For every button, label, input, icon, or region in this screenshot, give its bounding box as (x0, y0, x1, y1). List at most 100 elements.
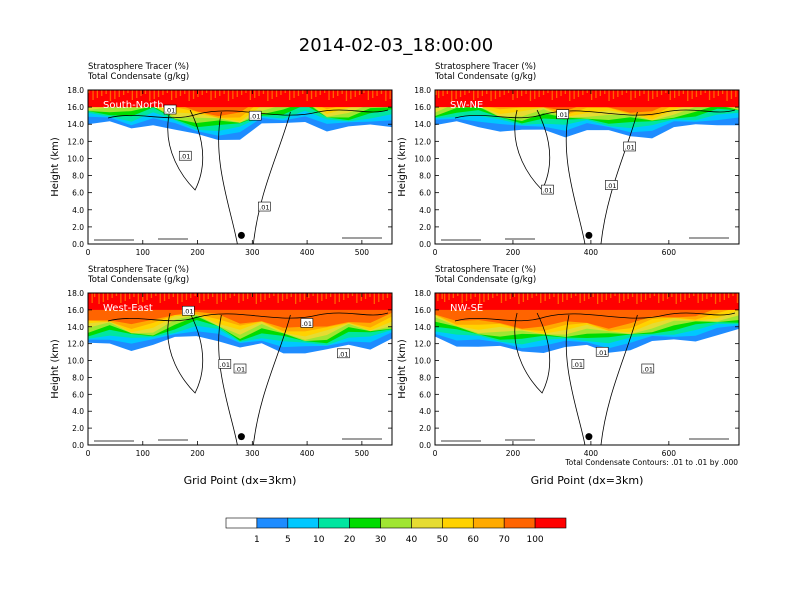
contour-line (441, 237, 729, 241)
tracer-streak (118, 90, 120, 97)
tracer-streak (540, 293, 542, 303)
tracer-streak (714, 293, 717, 304)
panel-header-condensate: Total Condensate (g/kg) (87, 72, 189, 82)
y-tick-label: 0.0 (419, 441, 431, 450)
tracer-streak (133, 293, 135, 297)
contour-label-box (571, 359, 585, 369)
colorbar-label: 100 (526, 535, 543, 545)
tracer-streak (675, 293, 677, 304)
contour-line (167, 312, 204, 394)
tracer-streak (658, 293, 660, 303)
contour-line (454, 312, 736, 322)
tracer-streak (306, 90, 308, 101)
tracer-streak (601, 293, 603, 302)
y-tick-label: 8.0 (419, 172, 431, 181)
x-tick-label: 400 (584, 449, 599, 458)
tracer-streak (477, 90, 479, 98)
contour-label: .01 (338, 350, 348, 358)
contour-label: .01 (250, 113, 260, 121)
y-tick-label: 0.0 (72, 240, 84, 249)
tracer-streak (687, 90, 689, 101)
tracer-streak (507, 90, 510, 93)
tracer-streak (94, 293, 96, 297)
tracer-streak (98, 293, 100, 304)
y-axis-label: Height (km) (50, 137, 61, 197)
panel-header-condensate: Total Condensate (g/kg) (87, 275, 189, 285)
contour-label-box (248, 110, 262, 121)
tracer-streak (206, 90, 208, 93)
tracer-streak (337, 90, 339, 96)
contour-label-box (258, 201, 271, 212)
contour-label-box (182, 305, 195, 316)
contour-line (107, 312, 389, 322)
tracer-streak (474, 293, 476, 297)
colorbar-label: 20 (344, 535, 356, 545)
tracer-streak (177, 293, 179, 304)
tracer-streak (386, 293, 389, 298)
tracer-streak (441, 293, 443, 299)
panel-sw-ne: Stratosphere Tracer (%)Total Condensate … (397, 62, 740, 257)
panel-name: SW-NE (450, 100, 483, 111)
y-tick-label: 16.0 (414, 103, 431, 112)
tracer-streak (451, 90, 453, 101)
y-tick-label: 0.0 (72, 441, 84, 450)
tracer-streak (500, 293, 503, 303)
contour-line (514, 312, 551, 394)
tracer-streak (625, 90, 628, 93)
y-tick-label: 12.0 (414, 340, 431, 349)
x-tick-label: 0 (86, 248, 91, 257)
panel-header-tracer: Stratosphere Tracer (%) (88, 62, 189, 72)
contour-label: .01 (220, 361, 230, 369)
contour-line (218, 111, 291, 244)
tracer-streak (212, 293, 214, 297)
y-axis-label: Height (km) (397, 137, 408, 197)
tracer-streak (101, 90, 103, 96)
x-axis-label-left: Grid Point (dx=3km) (184, 474, 297, 487)
tracer-streak (295, 293, 297, 304)
tracer-streak (652, 90, 654, 99)
tracer-streak (560, 90, 562, 96)
tracer-streak (503, 90, 505, 95)
tracer-streak (369, 293, 371, 297)
main-title: 2014-02-03_18:00:00 (299, 35, 493, 56)
x-tick-label: 300 (245, 449, 260, 458)
tracer-streak (735, 90, 737, 97)
tracer-streak (573, 90, 575, 99)
tracer-streak (351, 293, 354, 296)
colorbar-label: 40 (406, 535, 418, 545)
tracer-streak (232, 90, 234, 99)
contour-label: .01 (235, 366, 245, 374)
tracer-streak (665, 90, 667, 93)
tracer-streak (487, 293, 489, 300)
tracer-streak (617, 90, 619, 97)
colorbar-label: 30 (375, 535, 387, 545)
y-tick-label: 16.0 (67, 103, 84, 112)
tracer-streak (166, 90, 168, 93)
tracer-streak (722, 90, 724, 94)
panel-west-east: Stratosphere Tracer (%)Total Condensate … (50, 265, 393, 458)
tracer-streak (380, 90, 383, 94)
tracer-streak (364, 293, 367, 299)
tracer-streak (614, 293, 616, 296)
tracer-streak (726, 90, 728, 101)
y-tick-label: 14.0 (67, 323, 84, 332)
tracer-streak (486, 90, 488, 94)
y-tick-label: 10.0 (414, 357, 431, 366)
condensate-contours (94, 312, 389, 445)
tracer-streak (627, 293, 629, 299)
condensate-contours (441, 109, 736, 244)
panel-header-tracer: Stratosphere Tracer (%) (88, 265, 189, 275)
tracer-streak (717, 90, 719, 96)
tracer-streak (168, 293, 170, 299)
tracer-streak (636, 293, 638, 304)
tracer-streak (666, 293, 669, 299)
tracer-streak (494, 90, 497, 99)
tracer-streak (512, 90, 514, 100)
tracer-streak (124, 293, 126, 301)
tracer-streak (223, 90, 225, 94)
x-tick-label: 400 (584, 248, 599, 257)
tracer-streak (678, 90, 680, 96)
x-tick-label: 600 (662, 248, 677, 257)
tracer-streak (564, 90, 566, 94)
